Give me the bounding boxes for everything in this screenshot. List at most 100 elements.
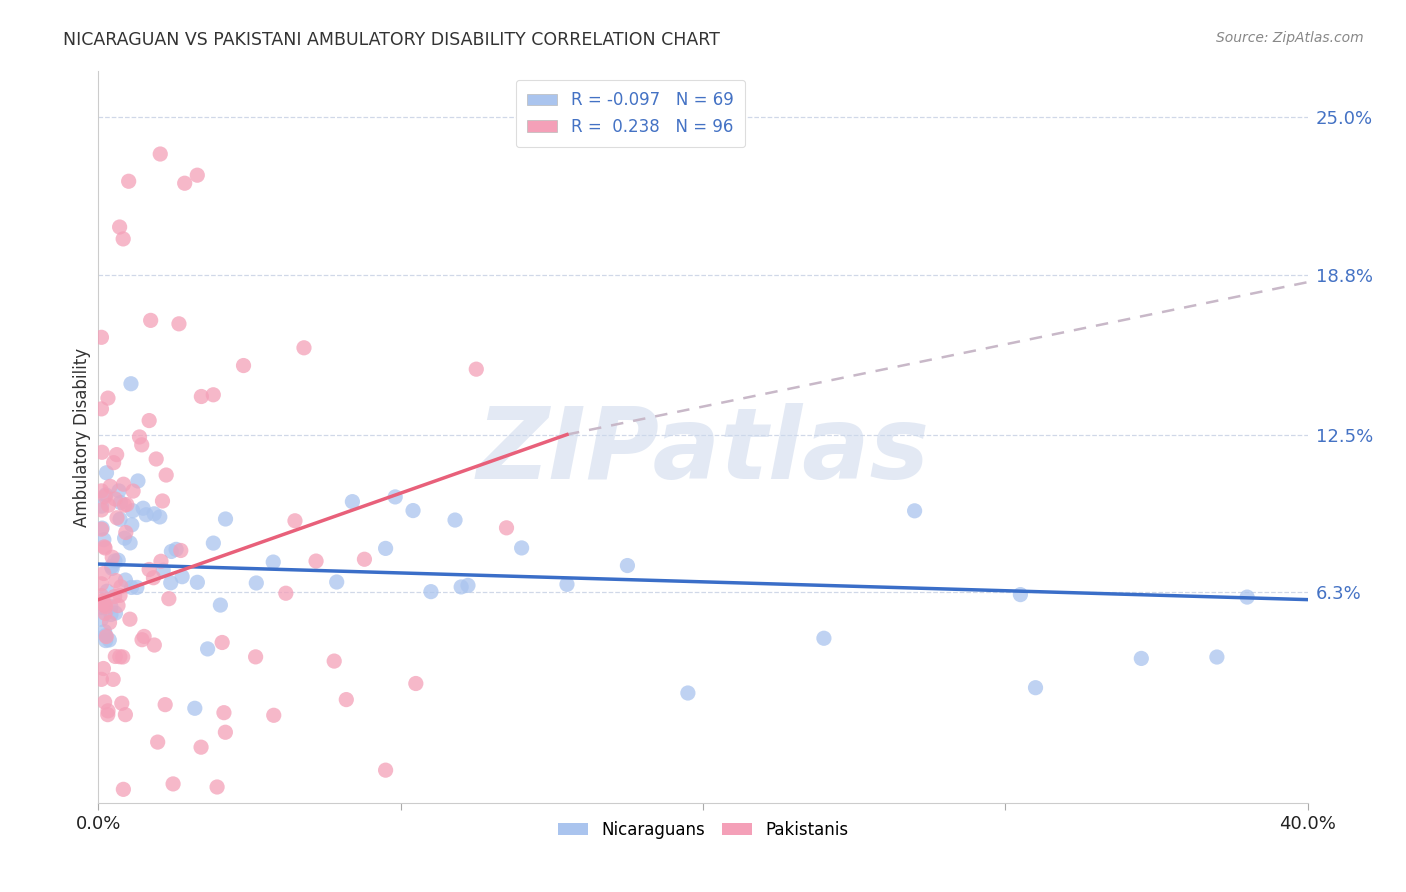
Point xyxy=(184,701,207,715)
Point xyxy=(555,577,578,591)
Point xyxy=(104,491,127,506)
Point xyxy=(128,430,150,444)
Point xyxy=(132,501,155,516)
Point xyxy=(284,514,307,528)
Point xyxy=(105,448,128,462)
Point xyxy=(96,584,118,599)
Point xyxy=(457,578,479,592)
Point xyxy=(94,599,117,614)
Point xyxy=(353,552,375,566)
Text: Source: ZipAtlas.com: Source: ZipAtlas.com xyxy=(1216,31,1364,45)
Point xyxy=(98,632,121,647)
Point xyxy=(212,706,235,720)
Point xyxy=(263,708,285,723)
Point xyxy=(420,584,443,599)
Point xyxy=(172,570,194,584)
Point xyxy=(100,559,122,574)
Point xyxy=(93,533,115,547)
Point xyxy=(100,607,122,622)
Point xyxy=(262,555,284,569)
Point xyxy=(120,536,142,550)
Point xyxy=(335,692,357,706)
Point xyxy=(510,541,533,555)
Point xyxy=(374,541,396,556)
Point xyxy=(135,508,157,522)
Point xyxy=(146,735,169,749)
Point xyxy=(108,483,131,498)
Point xyxy=(214,725,236,739)
Point xyxy=(90,330,112,344)
Point xyxy=(108,220,131,235)
Point xyxy=(114,531,136,545)
Point xyxy=(90,499,112,513)
Point xyxy=(90,522,112,536)
Point xyxy=(93,566,115,581)
Point xyxy=(1206,650,1229,665)
Point xyxy=(103,456,125,470)
Point xyxy=(292,341,315,355)
Point xyxy=(104,554,127,568)
Point xyxy=(402,503,425,517)
Point xyxy=(118,612,141,626)
Point xyxy=(114,573,136,587)
Point xyxy=(96,630,118,644)
Point xyxy=(98,479,121,493)
Point xyxy=(108,588,131,602)
Point xyxy=(90,600,112,615)
Point xyxy=(96,466,118,480)
Point xyxy=(214,512,236,526)
Point xyxy=(97,704,120,718)
Point xyxy=(155,468,177,483)
Point xyxy=(93,599,115,613)
Point xyxy=(127,474,149,488)
Point xyxy=(131,438,153,452)
Point xyxy=(120,376,142,391)
Point xyxy=(91,593,114,607)
Point xyxy=(104,590,127,604)
Point xyxy=(90,673,112,687)
Point xyxy=(131,632,153,647)
Point xyxy=(149,554,172,568)
Point xyxy=(149,147,172,161)
Point xyxy=(93,695,115,709)
Point xyxy=(105,511,128,525)
Point xyxy=(90,503,112,517)
Point xyxy=(186,575,208,590)
Point xyxy=(114,498,136,512)
Point xyxy=(616,558,638,573)
Point xyxy=(107,553,129,567)
Point xyxy=(98,615,121,630)
Point xyxy=(93,624,115,639)
Point xyxy=(97,498,120,512)
Point xyxy=(101,673,124,687)
Point xyxy=(211,635,233,649)
Point xyxy=(104,574,127,588)
Point xyxy=(134,629,156,643)
Point xyxy=(97,707,120,722)
Point xyxy=(93,540,115,554)
Point xyxy=(111,696,134,710)
Point xyxy=(100,599,122,614)
Point xyxy=(142,571,165,585)
Point xyxy=(904,504,927,518)
Point xyxy=(90,612,112,626)
Point xyxy=(209,598,232,612)
Point xyxy=(94,488,117,502)
Point xyxy=(91,597,114,611)
Point xyxy=(101,550,124,565)
Point xyxy=(173,176,195,190)
Point xyxy=(160,544,183,558)
Point xyxy=(94,633,117,648)
Point xyxy=(202,388,225,402)
Point xyxy=(186,168,208,182)
Point xyxy=(444,513,467,527)
Point xyxy=(91,445,114,459)
Point xyxy=(245,576,267,591)
Point xyxy=(91,521,114,535)
Point xyxy=(125,581,148,595)
Point xyxy=(143,507,166,521)
Point xyxy=(405,676,427,690)
Point xyxy=(121,581,143,595)
Y-axis label: Ambulatory Disability: Ambulatory Disability xyxy=(73,348,91,526)
Point xyxy=(152,494,174,508)
